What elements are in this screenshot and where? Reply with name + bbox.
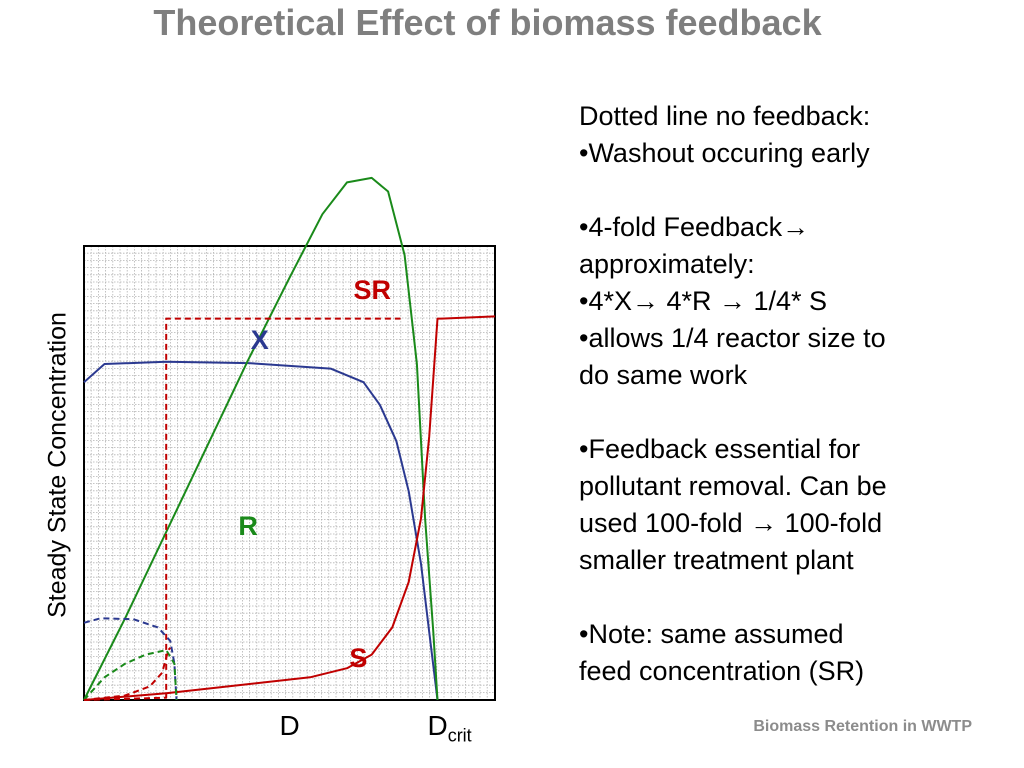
note-spacer (579, 579, 999, 616)
note-spacer (579, 172, 999, 209)
series-line-s-no-feedback (83, 647, 172, 701)
series-line-r (83, 176, 439, 701)
note-line: •Washout occuring early (579, 138, 870, 168)
note-line: pollutant removal. Can be (579, 471, 887, 501)
x-tick-label: Dcrit (427, 710, 472, 746)
footer-text: Biomass Retention in WWTP (753, 718, 972, 735)
note-line: Dotted line no feedback: (579, 101, 871, 131)
note-line: •Note: same assumed (579, 619, 844, 649)
note-line: •4-fold Feedback→ (579, 212, 810, 242)
curve-label-s: S (349, 643, 368, 674)
x-tick-label: D (279, 710, 300, 741)
chart-grid (83, 245, 495, 700)
note-line: do same work (579, 360, 748, 390)
note-line: used 100-fold → 100-fold (579, 508, 883, 538)
series-layer (83, 176, 496, 701)
note-line: feed concentration (SR) (579, 656, 865, 686)
note-line: smaller treatment plant (579, 545, 854, 575)
note-line: •Feedback essential for (579, 434, 861, 464)
notes-text-block: Dotted line no feedback: •Washout occurin… (579, 98, 999, 690)
note-line: •4*X→ 4*R → 1/4* S (579, 286, 828, 316)
plot-frame (83, 245, 496, 701)
note-spacer (579, 394, 999, 431)
curve-label-x: X (250, 325, 269, 356)
slide-title: Theoretical Effect of biomass feedback (153, 2, 822, 43)
series-line-x (83, 360, 439, 701)
series-line-s (83, 315, 496, 701)
note-line: •allows 1/4 reactor size to (579, 323, 886, 353)
series-line-sr (83, 317, 401, 701)
series-line-r-no-feedback (83, 649, 178, 701)
curve-label-r: R (238, 511, 258, 542)
curve-label-sr: SR (353, 275, 391, 306)
series-line-x-no-feedback (83, 617, 178, 701)
y-axis-label: Steady State Concentration (43, 312, 72, 618)
note-line: approximately: (579, 249, 755, 279)
